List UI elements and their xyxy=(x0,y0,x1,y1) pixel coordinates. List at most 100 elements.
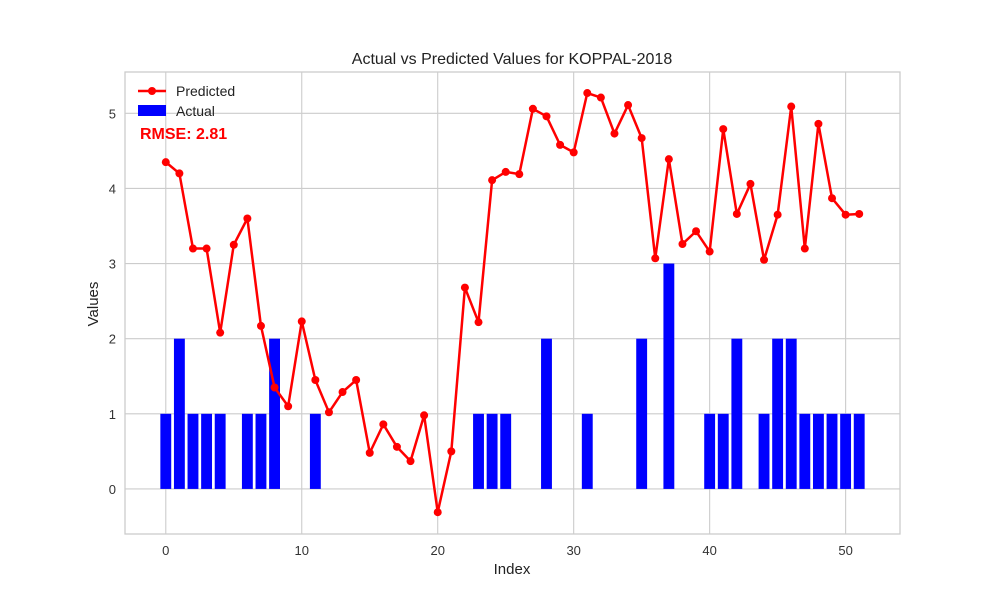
rmse-annotation: RMSE: 2.81 xyxy=(140,126,227,143)
predicted-point xyxy=(284,402,293,411)
predicted-point xyxy=(528,104,537,113)
legend-predicted-marker xyxy=(148,87,156,95)
actual-bar xyxy=(255,413,267,489)
actual-bar xyxy=(812,413,824,489)
predicted-point xyxy=(175,169,184,178)
y-tick-label: 2 xyxy=(109,332,116,347)
predicted-point xyxy=(746,179,755,188)
predicted-point xyxy=(338,388,347,397)
predicted-point xyxy=(365,448,374,457)
predicted-point xyxy=(760,255,769,264)
predicted-point xyxy=(678,240,687,249)
predicted-point xyxy=(692,227,701,236)
x-tick-label: 40 xyxy=(702,543,716,558)
legend-predicted-label: Predicted xyxy=(176,83,235,99)
legend-actual-bar-swatch xyxy=(138,105,166,116)
predicted-point xyxy=(460,283,469,292)
actual-bar xyxy=(201,413,213,489)
predicted-point xyxy=(664,155,673,164)
x-tick-label: 50 xyxy=(838,543,852,558)
y-tick-label: 0 xyxy=(109,482,116,497)
predicted-point xyxy=(651,254,660,263)
legend: Predicted Actual xyxy=(138,83,235,119)
actual-bar xyxy=(187,413,199,489)
predicted-point xyxy=(569,148,578,157)
predicted-point xyxy=(814,119,823,128)
actual-bar xyxy=(500,413,512,489)
actual-bar xyxy=(717,413,729,489)
predicted-point xyxy=(256,321,265,330)
actual-bar xyxy=(799,413,811,489)
grid-lines xyxy=(125,72,900,534)
predicted-point xyxy=(583,89,592,98)
actual-bar xyxy=(840,413,852,489)
plot-area xyxy=(125,72,900,534)
plot-frame xyxy=(124,71,901,535)
y-tick-label: 5 xyxy=(109,106,116,121)
actual-bar xyxy=(853,413,865,489)
actual-bar xyxy=(241,413,253,489)
predicted-point xyxy=(433,508,442,517)
predicted-line xyxy=(164,91,860,514)
actual-bar xyxy=(214,413,226,489)
actual-bar xyxy=(663,263,675,489)
actual-bar xyxy=(704,413,716,489)
x-tick-label: 0 xyxy=(162,543,169,558)
predicted-point xyxy=(488,176,497,185)
x-tick-label: 20 xyxy=(430,543,444,558)
actual-bar xyxy=(309,413,321,489)
predicted-point xyxy=(787,102,796,111)
predicted-point xyxy=(447,447,456,456)
predicted-point xyxy=(202,244,211,253)
predicted-point xyxy=(501,167,510,176)
predicted-point xyxy=(270,383,279,392)
actual-bar xyxy=(826,413,838,489)
predicted-point xyxy=(392,442,401,451)
predicted-point xyxy=(610,129,619,138)
actual-bars xyxy=(160,263,865,489)
predicted-point xyxy=(800,244,809,253)
predicted-point xyxy=(624,101,633,110)
actual-bar xyxy=(772,338,784,489)
actual-bar xyxy=(473,413,484,489)
predicted-point xyxy=(841,210,850,219)
actual-bar xyxy=(581,413,593,489)
predicted-point xyxy=(188,244,197,253)
predicted-point xyxy=(732,209,741,218)
legend-actual-label: Actual xyxy=(176,103,215,119)
predicted-point xyxy=(773,210,782,219)
predicted-point xyxy=(474,318,483,327)
predicted-point xyxy=(216,328,225,337)
predicted-point xyxy=(556,140,565,149)
predicted-point xyxy=(379,420,388,429)
predicted-point xyxy=(719,125,728,134)
predicted-point xyxy=(828,194,837,203)
predicted-line-group xyxy=(161,89,864,517)
predicted-point xyxy=(406,457,415,466)
y-tick-label: 4 xyxy=(109,181,116,196)
predicted-point xyxy=(297,317,306,326)
actual-bar xyxy=(758,413,770,489)
predicted-point xyxy=(352,376,361,384)
predicted-point xyxy=(515,170,524,179)
actual-bar xyxy=(160,413,172,489)
x-tick-label: 10 xyxy=(295,543,309,558)
y-tick-label: 3 xyxy=(109,257,116,272)
actual-bar xyxy=(785,338,797,489)
predicted-point xyxy=(637,134,646,143)
chart-title: Actual vs Predicted Values for KOPPAL-20… xyxy=(352,51,673,68)
predicted-point xyxy=(705,247,714,256)
x-axis-title: Index xyxy=(494,561,531,578)
x-tick-label: 30 xyxy=(566,543,580,558)
tick-labels: 0 10 20 30 40 50 0 1 2 3 4 5 xyxy=(109,106,853,558)
predicted-point xyxy=(324,408,333,417)
predicted-point xyxy=(243,214,252,223)
actual-bar xyxy=(636,338,648,489)
predicted-point xyxy=(855,209,864,218)
predicted-point xyxy=(311,376,320,384)
predicted-point xyxy=(542,112,551,121)
predicted-point xyxy=(596,93,605,102)
predicted-point xyxy=(161,158,170,167)
